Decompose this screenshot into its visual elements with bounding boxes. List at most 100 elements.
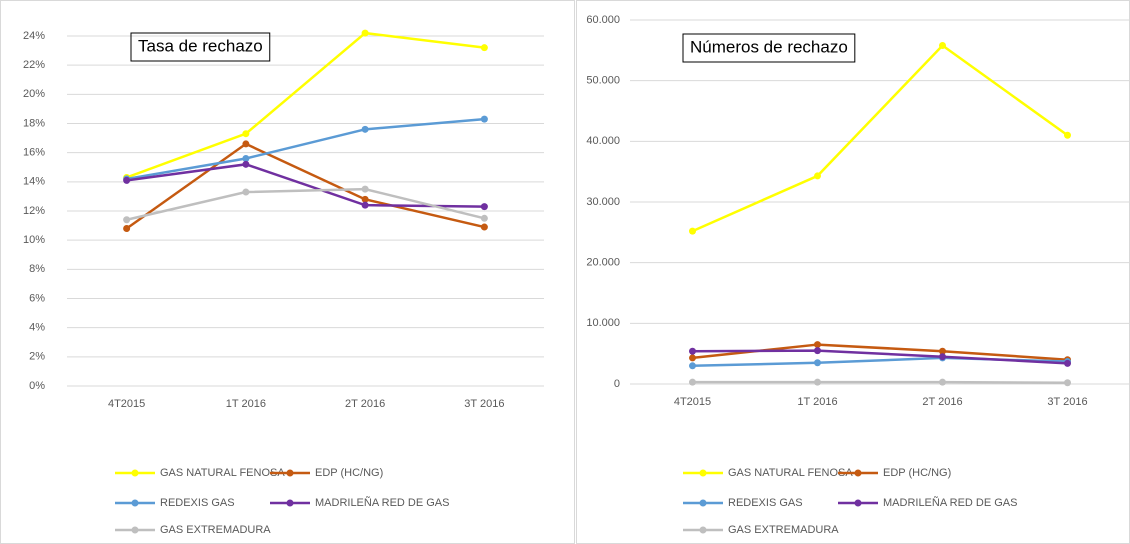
- point: [1064, 359, 1071, 367]
- y-tick-label: 0: [614, 378, 620, 390]
- x-tick-label: 4T2015: [108, 398, 145, 410]
- legend-marker: [854, 499, 862, 507]
- point: [361, 185, 369, 193]
- annotation: Números de rechazo: [690, 37, 848, 56]
- legend-label: GAS NATURAL FENOSA: [160, 467, 285, 479]
- legend-label: GAS EXTREMADURA: [728, 524, 839, 536]
- legend-marker: [854, 469, 862, 477]
- series-line: [125, 142, 485, 230]
- point: [480, 203, 488, 211]
- point: [689, 354, 696, 362]
- series-line: [691, 43, 1069, 233]
- point: [242, 140, 250, 148]
- legend-label: GAS EXTREMADURA: [160, 524, 271, 536]
- point: [480, 214, 488, 222]
- legend-marker: [131, 526, 139, 534]
- point: [939, 378, 946, 386]
- legend-label: EDP (HC/NG): [883, 467, 951, 479]
- y-tick-label: 6%: [29, 292, 45, 304]
- panel: [576, 0, 1130, 544]
- legend-marker: [131, 469, 139, 477]
- series-line: [126, 187, 485, 221]
- point: [242, 130, 250, 138]
- point: [814, 341, 821, 349]
- series-line: [126, 163, 485, 208]
- point: [689, 378, 696, 386]
- point: [689, 227, 696, 235]
- point: [480, 115, 488, 123]
- annotation: Tasa de rechazo: [138, 36, 263, 55]
- point: [123, 176, 131, 184]
- point: [814, 347, 821, 355]
- x-tick-label: 4T2015: [674, 396, 711, 408]
- y-tick-label: 60.000: [586, 14, 620, 26]
- legend-label: REDEXIS GAS: [728, 497, 803, 509]
- y-tick-label: 16%: [23, 147, 45, 159]
- x-tick-label: 2T 2016: [345, 398, 385, 410]
- y-tick-label: 22%: [23, 59, 45, 71]
- legend-marker: [286, 469, 294, 477]
- point: [1064, 131, 1071, 139]
- legend-marker: [131, 499, 139, 507]
- point: [361, 195, 369, 203]
- chart: 0 10.000 20.000 30.000 40.000 50.000 60.000 4T2…: [586, 14, 1130, 536]
- legend-label: REDEXIS GAS: [160, 497, 235, 509]
- legend-marker: [699, 526, 707, 534]
- x-tick-label: 1T 2016: [797, 396, 837, 408]
- point: [814, 359, 821, 367]
- y-tick-label: 10%: [23, 234, 45, 246]
- point: [689, 362, 696, 370]
- point: [939, 347, 946, 355]
- series-line: [126, 117, 485, 181]
- point: [689, 347, 696, 355]
- point: [480, 223, 488, 231]
- x-tick-label: 2T 2016: [922, 396, 962, 408]
- y-tick-label: 20.000: [586, 257, 620, 269]
- legend-marker: [286, 499, 294, 507]
- point: [242, 155, 250, 162]
- y-tick-label: 0%: [29, 380, 45, 392]
- point: [814, 172, 821, 180]
- annotation-box: [682, 33, 856, 63]
- series-line: [692, 349, 1068, 365]
- point: [361, 201, 369, 209]
- point: [1064, 379, 1071, 387]
- annotation-box: [130, 32, 271, 62]
- point: [123, 216, 131, 224]
- point: [242, 188, 250, 196]
- y-tick-label: 30.000: [586, 196, 620, 208]
- x-tick-label: 3T 2016: [1047, 396, 1087, 408]
- series-line: [126, 31, 485, 179]
- y-tick-label: 10.000: [586, 317, 620, 329]
- point: [814, 378, 821, 386]
- y-tick-label: 14%: [23, 176, 45, 188]
- legend-marker: [699, 469, 707, 477]
- point: [361, 125, 369, 133]
- point: [939, 353, 946, 361]
- legend-label: MADRILEÑA RED DE GAS: [315, 496, 449, 509]
- y-tick-label: 8%: [29, 263, 45, 275]
- y-tick-label: 18%: [23, 117, 45, 129]
- legend-label: MADRILEÑA RED DE GAS: [883, 496, 1017, 509]
- x-tick-label: 1T 2016: [226, 398, 266, 410]
- legend-label: EDP (HC/NG): [315, 467, 383, 479]
- legend-marker: [699, 499, 707, 507]
- legend-label: GAS NATURAL FENOSA: [728, 467, 853, 479]
- point: [361, 29, 369, 37]
- y-tick-label: 50.000: [586, 75, 620, 87]
- y-tick-label: 24%: [23, 30, 45, 42]
- x-tick-label: 3T 2016: [464, 398, 504, 410]
- panel: [0, 0, 575, 544]
- point: [123, 225, 131, 232]
- y-tick-label: 4%: [29, 322, 45, 334]
- series-line: [692, 380, 1068, 385]
- y-tick-label: 12%: [23, 205, 45, 217]
- point: [480, 44, 488, 52]
- y-tick-label: 2%: [29, 351, 45, 363]
- y-tick-label: 20%: [23, 88, 45, 100]
- y-tick-label: 40.000: [586, 135, 620, 147]
- chart: 0% 2% 4% 6% 8% 10% 12% 14% 16% 18% 20% 22% 24% 4T2015…: [23, 29, 544, 536]
- point: [242, 160, 250, 168]
- point: [939, 41, 946, 49]
